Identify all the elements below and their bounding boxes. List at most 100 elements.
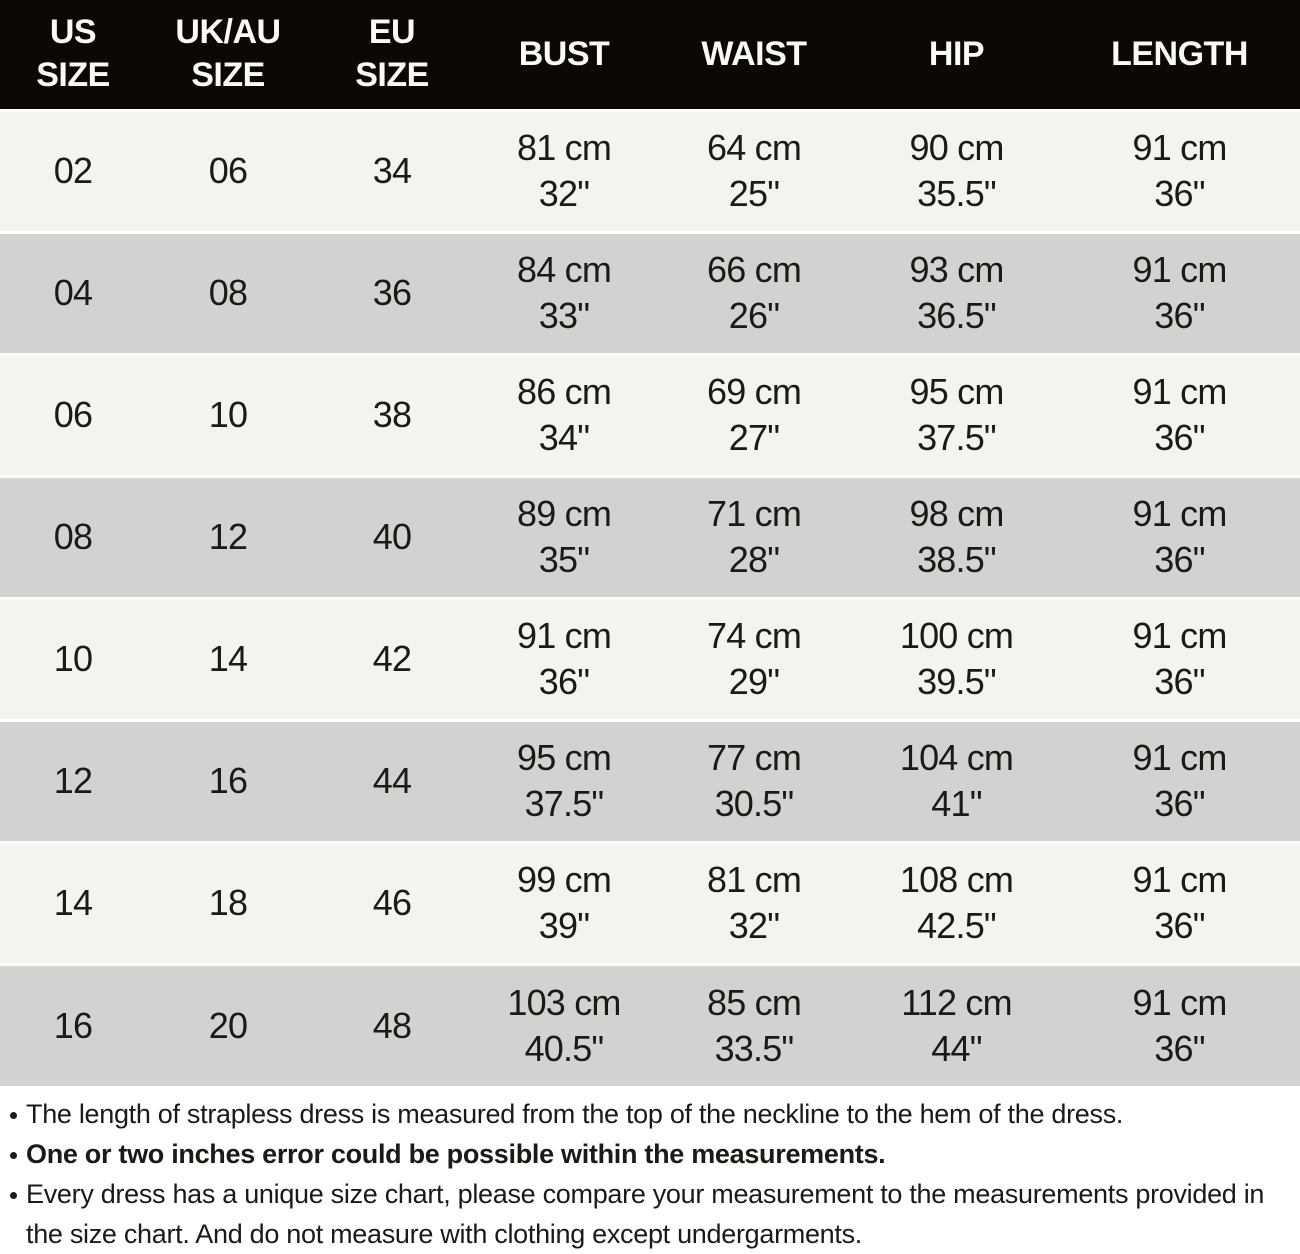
bust-inch-value: 36" (538, 661, 590, 702)
bust-cm-value: 99 cm (516, 859, 612, 900)
hip-cm-value: 95 cm (909, 371, 1004, 412)
header-length: LENGTH (1059, 0, 1300, 110)
us-size-cell: 14 (53, 882, 93, 923)
length-cell: 91 cm 36" (1059, 964, 1300, 1086)
table-row: 08 12 40 89 cm 35" 71 cm 28" 98 cm 38.5"… (0, 476, 1300, 598)
note-unique-size-chart: Every dress has a unique size chart, ple… (10, 1174, 1290, 1254)
length-cm-value: 91 cm (1132, 371, 1227, 412)
header-eu-size: EU SIZE (310, 0, 474, 110)
eu-size-cell: 44 (372, 760, 412, 801)
ukau-size-cell: 14 (208, 638, 248, 679)
hip-cm-value: 90 cm (909, 127, 1004, 168)
measurement-notes: The length of strapless dress is measure… (0, 1086, 1300, 1254)
waist-cm-value: 77 cm (706, 737, 802, 778)
table-row: 16 20 48 103 cm 40.5" 85 cm 33.5" 112 cm… (0, 964, 1300, 1086)
note-length-measurement: The length of strapless dress is measure… (10, 1094, 1290, 1134)
length-cell: 91 cm 36" (1059, 598, 1300, 720)
eu-size-cell: 40 (372, 516, 412, 557)
us-size-cell: 02 (53, 150, 93, 191)
header-hip: HIP (854, 0, 1059, 110)
hip-cell: 93 cm 36.5" (854, 232, 1059, 354)
length-inch-value: 36" (1154, 905, 1205, 946)
us-size-cell: 06 (53, 394, 93, 435)
ukau-size-cell: 12 (208, 516, 248, 557)
hip-cell: 98 cm 38.5" (854, 476, 1059, 598)
header-us-size: US SIZE (0, 0, 146, 110)
hip-cm-value: 98 cm (909, 493, 1004, 534)
waist-cell: 69 cm 27" (654, 354, 854, 476)
hip-cell: 104 cm 41" (854, 720, 1059, 842)
waist-inch-value: 26" (728, 295, 780, 336)
hip-cell: 108 cm 42.5" (854, 842, 1059, 964)
header-ukau-size: UK/AU SIZE (146, 0, 310, 110)
bust-cell: 89 cm 35" (474, 476, 654, 598)
bust-inch-value: 33" (538, 295, 590, 336)
bullet-dot-icon (10, 1112, 17, 1119)
length-inch-value: 36" (1154, 783, 1205, 824)
ukau-size-cell: 06 (208, 150, 248, 191)
eu-size-cell: 48 (372, 1004, 412, 1046)
hip-inch-value: 37.5" (917, 417, 997, 458)
length-cm-value: 91 cm (1132, 249, 1227, 290)
length-inch-value: 36" (1154, 173, 1205, 214)
table-row: 06 10 38 86 cm 34" 69 cm 27" 95 cm 37.5"… (0, 354, 1300, 476)
bust-inch-value: 37.5" (524, 783, 605, 824)
us-size-cell: 04 (53, 272, 93, 313)
size-chart-header: US SIZE UK/AU SIZE EU SIZE BUST WAIST HI… (0, 0, 1300, 110)
bust-cm-value: 84 cm (516, 249, 612, 290)
bust-cell: 99 cm 39" (474, 842, 654, 964)
note-text: Every dress has a unique size chart, ple… (26, 1179, 1265, 1249)
eu-size-cell: 36 (372, 272, 412, 313)
ukau-size-cell: 10 (208, 394, 248, 435)
length-cell: 91 cm 36" (1059, 110, 1300, 232)
bust-cm-value: 95 cm (516, 737, 612, 778)
length-cell: 91 cm 36" (1059, 354, 1300, 476)
length-cm-value: 91 cm (1132, 859, 1227, 900)
eu-size-cell: 46 (372, 882, 412, 923)
waist-inch-value: 27" (728, 417, 780, 458)
bullet-dot-icon (10, 1152, 17, 1159)
hip-inch-value: 36.5" (917, 295, 997, 336)
bust-cell: 81 cm 32" (474, 110, 654, 232)
waist-inch-value: 30.5" (714, 783, 795, 824)
length-cell: 91 cm 36" (1059, 476, 1300, 598)
hip-cm-value: 100 cm (899, 615, 1014, 656)
waist-cell: 74 cm 29" (654, 598, 854, 720)
header-waist: WAIST (654, 0, 854, 110)
hip-inch-value: 39.5" (917, 661, 997, 702)
note-error-tolerance: One or two inches error could be possibl… (10, 1134, 1290, 1174)
waist-inch-value: 33.5" (714, 1027, 795, 1069)
us-size-cell: 08 (53, 516, 93, 557)
bust-cm-value: 81 cm (516, 127, 612, 168)
waist-cell: 81 cm 32" (654, 842, 854, 964)
waist-cm-value: 71 cm (706, 493, 802, 534)
bullet-dot-icon (10, 1192, 17, 1199)
bust-inch-value: 34" (538, 417, 590, 458)
length-inch-value: 36" (1154, 417, 1205, 458)
hip-cm-value: 93 cm (909, 249, 1004, 290)
hip-inch-value: 38.5" (917, 539, 997, 580)
waist-inch-value: 32" (728, 905, 780, 946)
hip-cm-value: 104 cm (899, 737, 1014, 778)
hip-inch-value: 44" (931, 1027, 982, 1069)
waist-cm-value: 66 cm (706, 249, 802, 290)
waist-cm-value: 69 cm (706, 371, 802, 412)
hip-cell: 95 cm 37.5" (854, 354, 1059, 476)
eu-size-cell: 42 (372, 638, 412, 679)
length-inch-value: 36" (1154, 1027, 1205, 1069)
hip-cm-value: 112 cm (901, 981, 1012, 1023)
eu-size-cell: 38 (372, 394, 412, 435)
bust-cm-value: 91 cm (516, 615, 612, 656)
header-bust: BUST (474, 0, 654, 110)
size-chart-table: US SIZE UK/AU SIZE EU SIZE BUST WAIST HI… (0, 0, 1300, 1086)
hip-cell: 112 cm 44" (854, 964, 1059, 1086)
bust-cell: 84 cm 33" (474, 232, 654, 354)
note-text: One or two inches error could be possibl… (26, 1139, 886, 1169)
note-text: The length of strapless dress is measure… (26, 1099, 1124, 1129)
waist-cell: 64 cm 25" (654, 110, 854, 232)
hip-cell: 90 cm 35.5" (854, 110, 1059, 232)
waist-inch-value: 25" (728, 173, 780, 214)
length-cm-value: 91 cm (1132, 737, 1227, 778)
size-table-body: 02 06 34 81 cm 32" 64 cm 25" 90 cm 35.5"… (0, 110, 1300, 1086)
waist-cell: 71 cm 28" (654, 476, 854, 598)
